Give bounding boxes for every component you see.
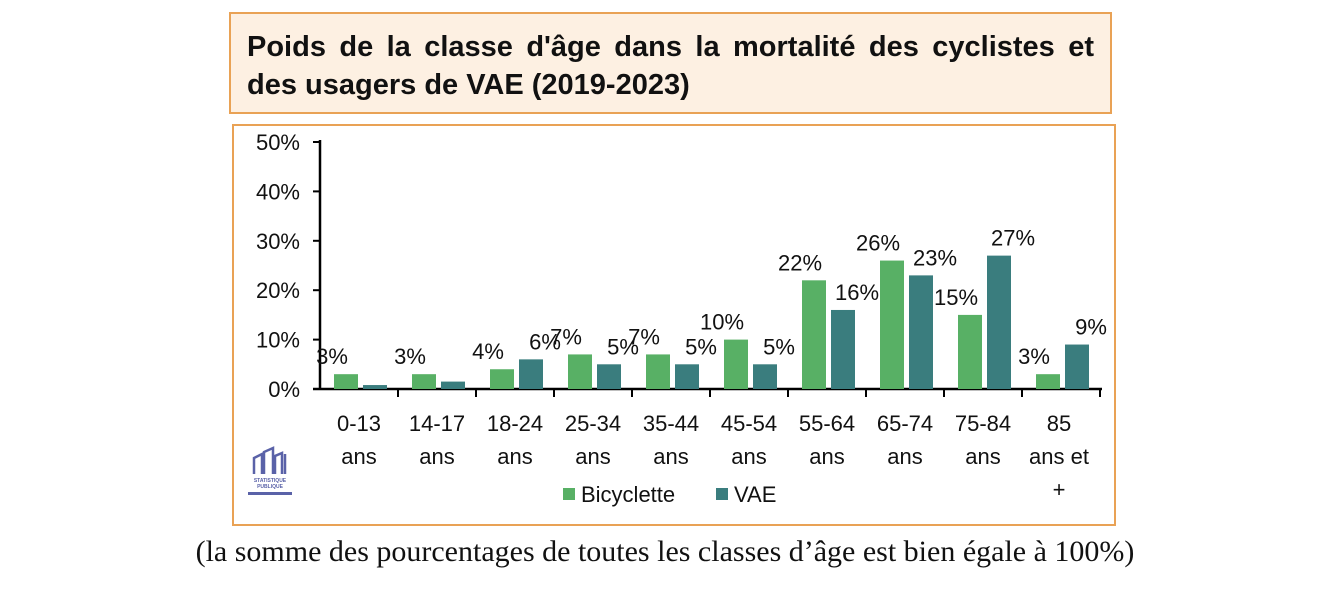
bar-vae [987,255,1011,389]
chart-title: Poids de la classe d'âge dans la mortali… [247,31,1094,101]
logo-text: PUBLIQUE [257,484,283,490]
data-label: 7% [550,324,582,349]
x-tick-label: 14-17 [409,411,465,436]
x-tick-label: ans [809,444,844,469]
x-tick-label: ans [653,444,688,469]
data-label: 3% [316,344,348,369]
y-tick-label: 50% [256,130,300,155]
x-tick-label: 45-54 [721,411,777,436]
x-tick-label: ans [497,444,532,469]
x-tick-label: 25-34 [565,411,621,436]
data-label: 15% [934,285,978,310]
data-label: 5% [685,334,717,359]
legend-swatch [716,488,728,500]
x-tick-label: ans [341,444,376,469]
data-label: 7% [628,324,660,349]
bar-bicyclette [802,280,826,389]
y-tick-label: 20% [256,278,300,303]
x-tick-label: 18-24 [487,411,543,436]
x-tick-label: ans et [1029,444,1089,469]
y-tick-label: 0% [268,377,300,402]
bar-vae [675,364,699,389]
x-tick-label: ans [575,444,610,469]
data-label: 10% [700,310,744,335]
x-tick-label: ans [419,444,454,469]
data-label: 6% [529,329,561,354]
data-label: 5% [607,334,639,359]
bar-vae [831,309,855,389]
data-label: 3% [394,344,426,369]
bar-vae [753,364,777,389]
x-tick-label: 85 [1047,411,1071,436]
data-label: 22% [778,250,822,275]
bar-bicyclette [334,374,358,389]
data-label: 26% [856,231,900,256]
legend-label: Bicyclette [581,482,675,507]
data-label: 16% [835,280,879,305]
chart-title-box: Poids de la classe d'âge dans la mortali… [229,12,1112,114]
statistique-publique-logo: STATISTIQUE PUBLIQUE [248,446,292,495]
y-tick-label: 10% [256,328,300,353]
bar-bicyclette [646,354,670,389]
data-label: 27% [991,226,1035,251]
x-tick-label: ans [731,444,766,469]
x-tick-label: 75-84 [955,411,1011,436]
data-label: 9% [1075,315,1107,340]
logo-building-icon [252,446,287,474]
x-tick-label: 55-64 [799,411,855,436]
bar-bicyclette [880,260,904,389]
bar-bicyclette [490,369,514,389]
x-tick-label: 0-13 [337,411,381,436]
bar-bicyclette [568,354,592,389]
x-tick-label: + [1053,477,1066,502]
bar-bicyclette [412,374,436,389]
y-tick-label: 30% [256,229,300,254]
legend-swatch [563,488,575,500]
bar-vae [597,364,621,389]
data-label: 5% [763,334,795,359]
bar-bicyclette [1036,374,1060,389]
data-label: 4% [472,339,504,364]
y-tick-label: 40% [256,179,300,204]
x-tick-label: ans [887,444,922,469]
x-tick-label: 35-44 [643,411,699,436]
x-tick-label: 65-74 [877,411,933,436]
bar-vae [519,359,543,389]
bar-vae [441,381,465,389]
bar-bicyclette [724,339,748,389]
bar-bicyclette [958,314,982,389]
logo-text: STATISTIQUE [253,478,287,484]
bar-vae [909,275,933,389]
data-label: 3% [1018,344,1050,369]
bar-vae [1065,344,1089,389]
caption: (la somme des pourcentages de toutes les… [195,535,1135,568]
legend-label: VAE [734,482,776,507]
data-label: 23% [913,245,957,270]
bar-vae [363,385,387,389]
x-tick-label: ans [965,444,1000,469]
